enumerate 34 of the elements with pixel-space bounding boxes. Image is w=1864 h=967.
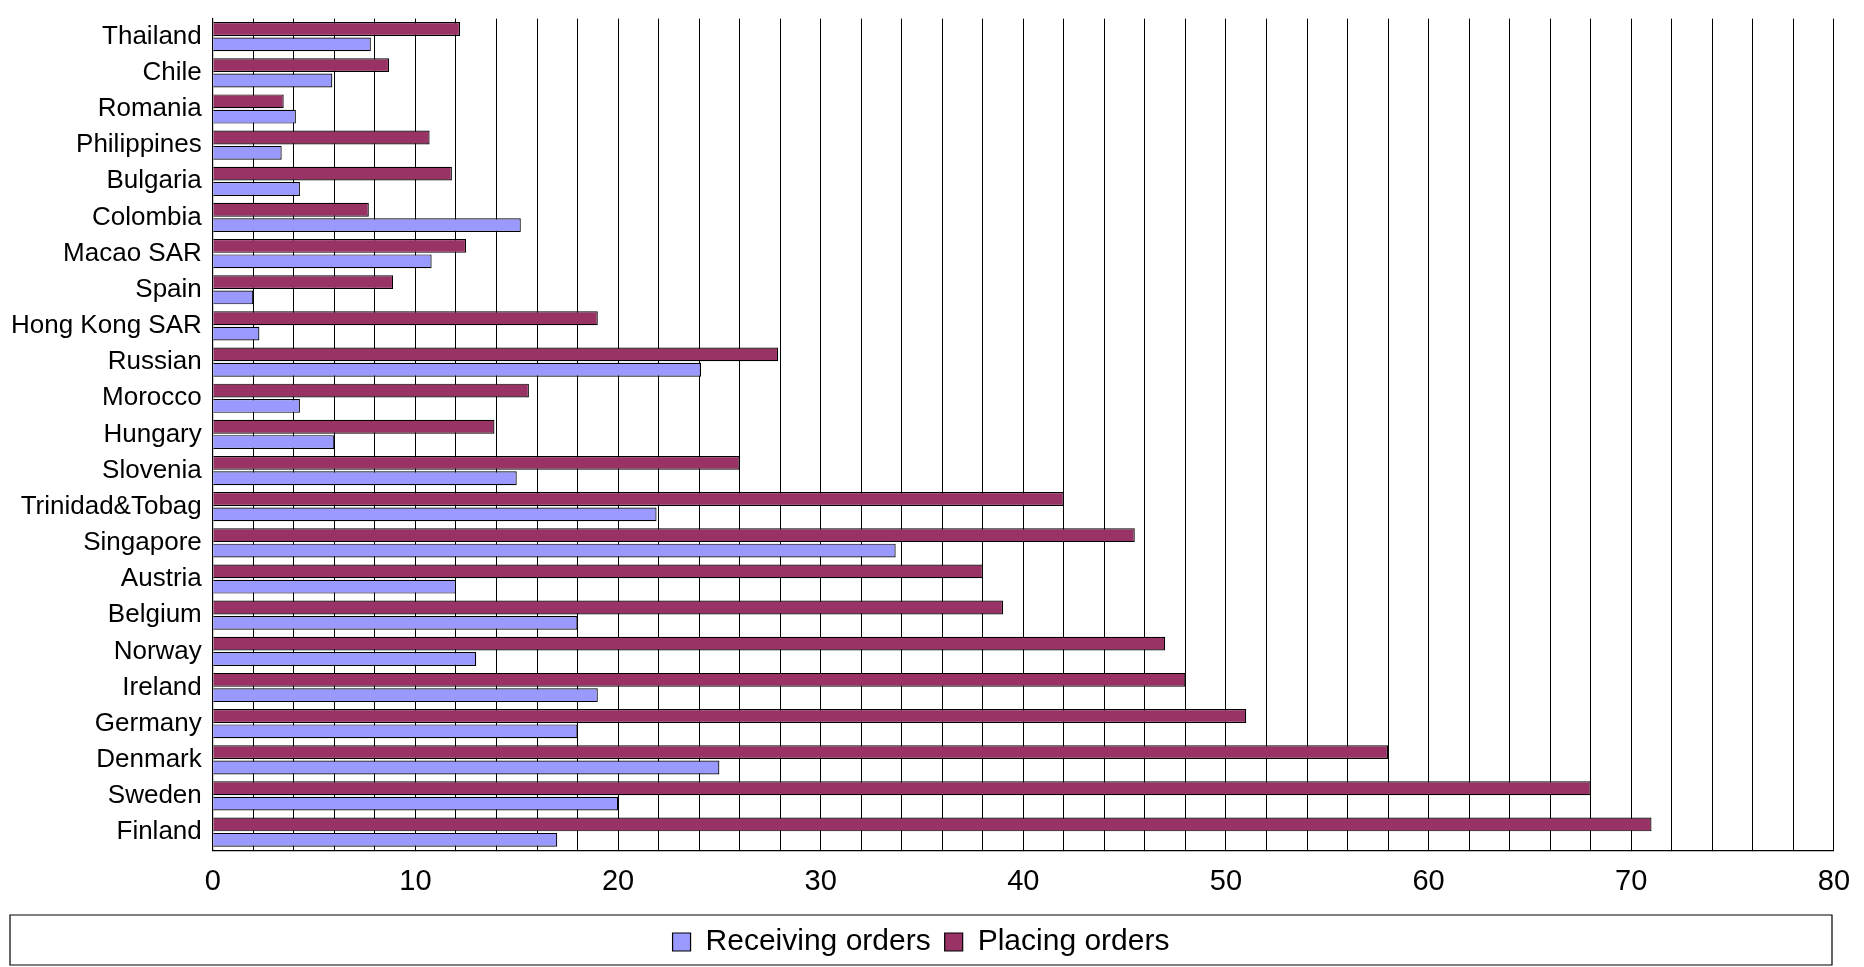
y-tick-label: Bulgaria — [106, 164, 203, 195]
y-tick-label: Chile — [142, 56, 202, 87]
y-tick-label: Morocco — [102, 381, 202, 412]
y-tick-label: Ireland — [122, 670, 202, 701]
y-tick-label: Germany — [94, 706, 202, 737]
y-tick-label: Belgium — [107, 598, 202, 629]
y-tick-label: Singapore — [83, 526, 202, 557]
y-tick-label: Spain — [135, 272, 202, 303]
x-tick-label: 80 — [1817, 863, 1850, 896]
y-tick-label: Russian — [107, 345, 202, 376]
x-tick-label: 50 — [1209, 863, 1243, 896]
x-tick-label: 30 — [804, 863, 837, 896]
y-tick-label: Slovenia — [102, 453, 203, 484]
y-tick-label: Austria — [120, 562, 203, 593]
x-tick-label: 40 — [1007, 863, 1040, 896]
y-tick-label: Finland — [116, 815, 202, 846]
y-tick-label: Norway — [113, 634, 202, 665]
x-tick-label: 0 — [204, 863, 221, 896]
x-tick-label: 10 — [399, 863, 432, 896]
legend-label: Receiving orders — [705, 923, 931, 957]
y-tick-label: Hong Kong SAR — [10, 309, 202, 340]
x-tick-label: 60 — [1412, 863, 1445, 896]
x-tick-label: 20 — [601, 863, 635, 896]
y-tick-label: Macao SAR — [63, 236, 202, 267]
y-tick-label: Philippines — [76, 128, 202, 159]
y-tick-label: Hungary — [103, 417, 202, 448]
y-tick-label: Romania — [97, 92, 203, 123]
y-tick-label: Trinidad&Tobag — [20, 489, 202, 520]
y-tick-label: Thailand — [102, 19, 202, 50]
y-tick-label: Sweden — [107, 779, 202, 810]
y-tick-label: Denmark — [96, 742, 203, 773]
y-tick-label: Colombia — [91, 200, 203, 231]
legend-label: Placing orders — [977, 923, 1170, 957]
x-tick-label: 70 — [1615, 863, 1648, 896]
